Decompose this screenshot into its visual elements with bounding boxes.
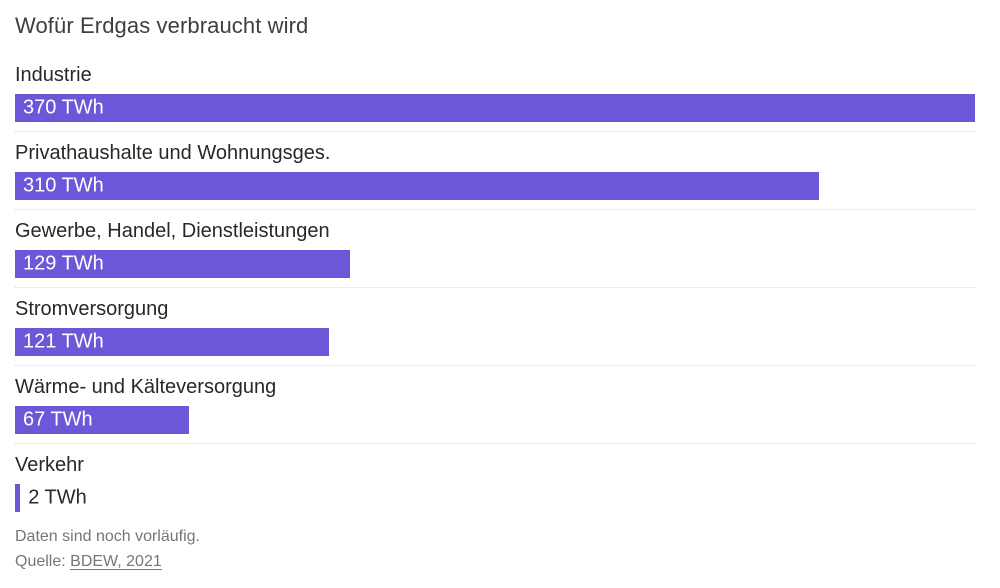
bar-value-label: 370 TWh (23, 96, 104, 119)
bar-area: 129 TWh (15, 250, 975, 278)
category-label: Industrie (15, 64, 92, 86)
chart-footer: Daten sind noch vorläufig. Quelle: BDEW,… (15, 524, 975, 574)
bar-area: 370 TWh (15, 94, 975, 122)
bar-row: Wärme- und Kälteversorgung 67 TWh (15, 366, 975, 444)
bar-rows: Industrie 370 TWh Privathaushalte und Wo… (15, 54, 975, 512)
source-line: Quelle: BDEW, 2021 (15, 549, 975, 574)
category-label: Verkehr (15, 454, 84, 476)
bar-value-label: 121 TWh (23, 330, 104, 353)
bar (15, 250, 350, 278)
bar-area: 67 TWh (15, 406, 975, 434)
bar-value-label: 310 TWh (23, 174, 104, 197)
bar (15, 406, 189, 434)
footnote: Daten sind noch vorläufig. (15, 528, 200, 545)
bar-row: Verkehr 2 TWh (15, 444, 975, 512)
category-label: Privathaushalte und Wohnungsges. (15, 142, 331, 164)
source-prefix: Quelle: (15, 553, 71, 570)
bar-row: Privathaushalte und Wohnungsges. 310 TWh (15, 132, 975, 210)
bar (15, 484, 21, 512)
bar-row: Gewerbe, Handel, Dienstleistungen 129 TW… (15, 210, 975, 288)
bar-area: 121 TWh (15, 328, 975, 356)
category-label: Wärme- und Kälteversorgung (15, 376, 277, 398)
bar (15, 94, 975, 122)
bar-area: 2 TWh (15, 484, 975, 512)
bar (15, 328, 329, 356)
bar-value-label: 67 TWh (23, 408, 93, 431)
bar-area: 310 TWh (15, 172, 975, 200)
chart-title: Wofür Erdgas verbraucht wird (15, 13, 309, 38)
bar-value-label: 129 TWh (23, 252, 104, 275)
bar-row: Stromversorgung 121 TWh (15, 288, 975, 366)
source-link[interactable]: BDEW, 2021 (70, 553, 162, 570)
bar-row: Industrie 370 TWh (15, 54, 975, 132)
category-label: Stromversorgung (15, 298, 169, 320)
bar (15, 172, 820, 200)
category-label: Gewerbe, Handel, Dienstleistungen (15, 220, 330, 242)
bar-value-label: 2 TWh (28, 486, 87, 509)
